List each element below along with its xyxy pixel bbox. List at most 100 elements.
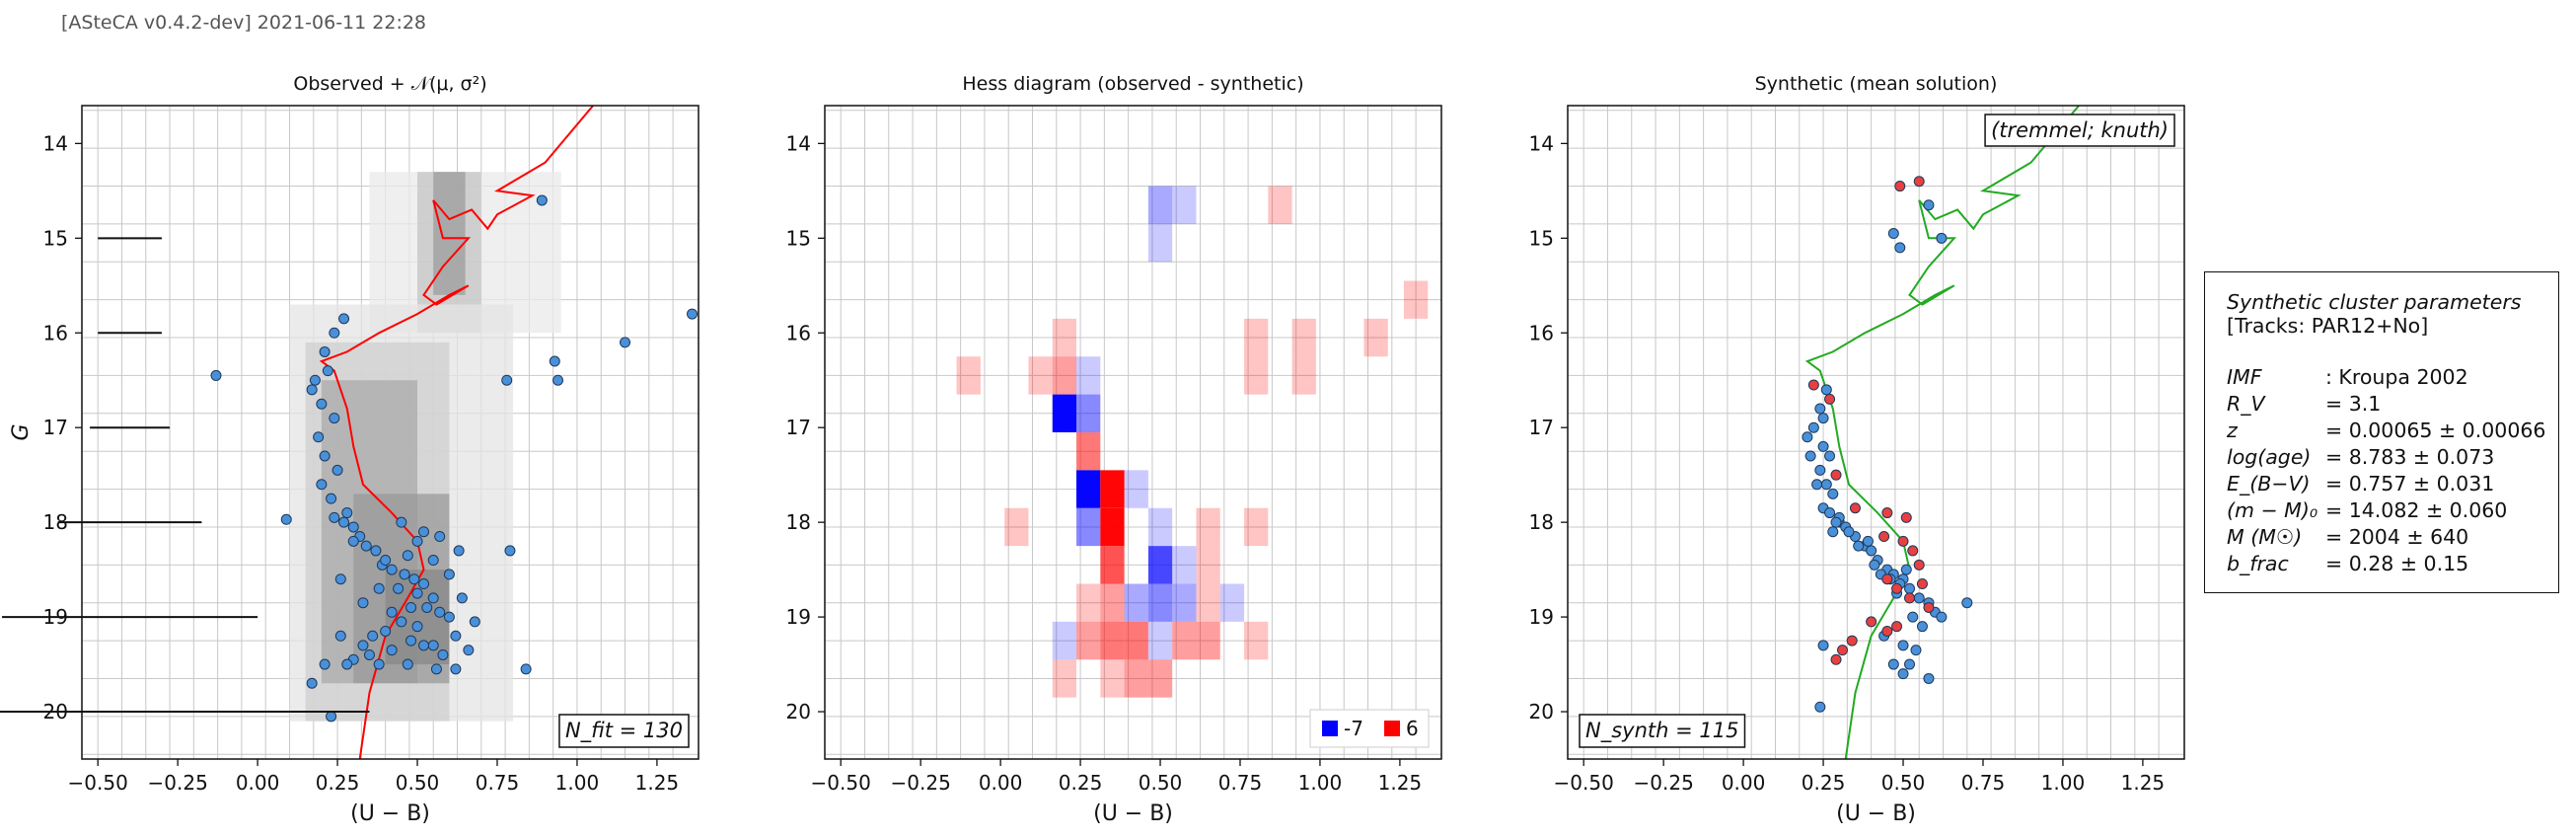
hess-cell [1244,507,1269,547]
y-tick-label: 15 [1529,226,1554,250]
hess-cell [1196,546,1220,584]
x-tick-label: 0.25 [1802,771,1846,795]
data-point [363,648,375,660]
x-tick-label: −0.25 [148,771,208,795]
param-row: log(age) = 8.783 ± 0.073 [2227,444,2558,471]
data-point [402,550,413,562]
data-point [421,601,433,613]
data-point [396,516,407,528]
hess-cell [1100,507,1125,547]
data-point [552,374,564,386]
data-point [1817,413,1829,424]
data-point [1900,564,1912,575]
data-point [427,640,439,651]
data-point [306,677,318,689]
data-point [1849,502,1861,514]
data-point [322,365,333,377]
hess-cell [1147,583,1173,622]
hess-cell [1196,507,1220,547]
x-tick-label: 0.75 [1218,771,1263,795]
data-point [370,545,382,557]
y-tick-label: 14 [786,131,811,155]
data-point [1817,440,1829,452]
data-point [1824,507,1836,519]
hess-cell [1147,223,1173,263]
data-point [347,535,359,547]
data-point [1820,479,1832,491]
data-point [520,663,532,675]
data-point [1913,592,1925,604]
data-point [1807,421,1819,433]
data-point [1904,582,1916,594]
density-block [433,172,466,295]
data-point [408,573,420,585]
data-point [1894,181,1906,192]
data-point [430,663,442,675]
y-tick-label: 20 [786,700,811,724]
param-value: = 3.1 [2325,392,2382,416]
data-point [1891,582,1903,594]
data-point [373,582,385,594]
data-point [334,573,346,585]
data-point [450,630,462,642]
data-point [1878,531,1890,543]
hess-cell [1100,659,1125,698]
hess-cell [1100,583,1125,622]
data-point [536,194,548,206]
y-tick-label: 18 [1529,510,1554,534]
method-badge-frame [1984,114,2175,147]
data-point [1900,511,1912,523]
data-point [411,587,423,599]
param-value: = 0.757 ± 0.031 [2325,472,2495,495]
data-point [1923,199,1935,211]
data-point [360,540,372,552]
hess-cell [1052,621,1077,660]
data-point [434,531,446,543]
x-tick-label: 1.00 [1298,771,1343,795]
hess-cell [1076,356,1101,395]
data-point [418,526,430,538]
param-key: IMF [2227,365,2262,389]
data-point [1916,578,1928,590]
data-point [1820,384,1832,396]
data-point [1802,431,1813,443]
hess-cell [1124,659,1148,698]
x-tick-label: 0.00 [236,771,280,795]
data-point [1887,228,1899,240]
data-point [405,635,417,647]
hess-cell [1052,356,1077,395]
data-point [380,625,392,637]
params-title: Synthetic cluster parameters [2227,290,2522,314]
param-key: z [2227,419,2238,442]
param-key: b_frac [2227,552,2289,575]
data-point [427,555,439,567]
hess-cell [1052,659,1077,698]
hess-cell [1076,432,1101,471]
hess-cell [1172,621,1197,660]
hess-cell [1172,546,1197,584]
y-axis-label: G [9,423,34,440]
hess-cell [1244,318,1269,357]
y-tick-label: 19 [786,605,811,629]
y-tick-label: 16 [1529,321,1554,344]
param-key: log(age) [2227,445,2312,469]
hess-cell [1052,318,1077,357]
hess-cell [1028,356,1053,395]
data-point [399,569,410,580]
hess-cell [1076,394,1101,432]
data-point [1907,611,1919,623]
data-point [427,592,439,604]
data-point [306,384,318,396]
param-row: M (M☉) = 2004 ± 640 [2227,524,2558,551]
data-point [504,545,516,557]
data-point [456,592,468,604]
data-point [1846,635,1858,647]
data-point [549,355,560,367]
data-point [1907,545,1919,557]
hess-diagram-panel: −0.50 −0.25 0.00 0.25 0.50 0.75 1.00 1.25 14 15 16… [786,73,1442,826]
hess-cell [1076,507,1101,547]
hess-cell [1076,621,1101,660]
data-point [1830,469,1842,481]
y-tick-label: 17 [43,416,68,439]
